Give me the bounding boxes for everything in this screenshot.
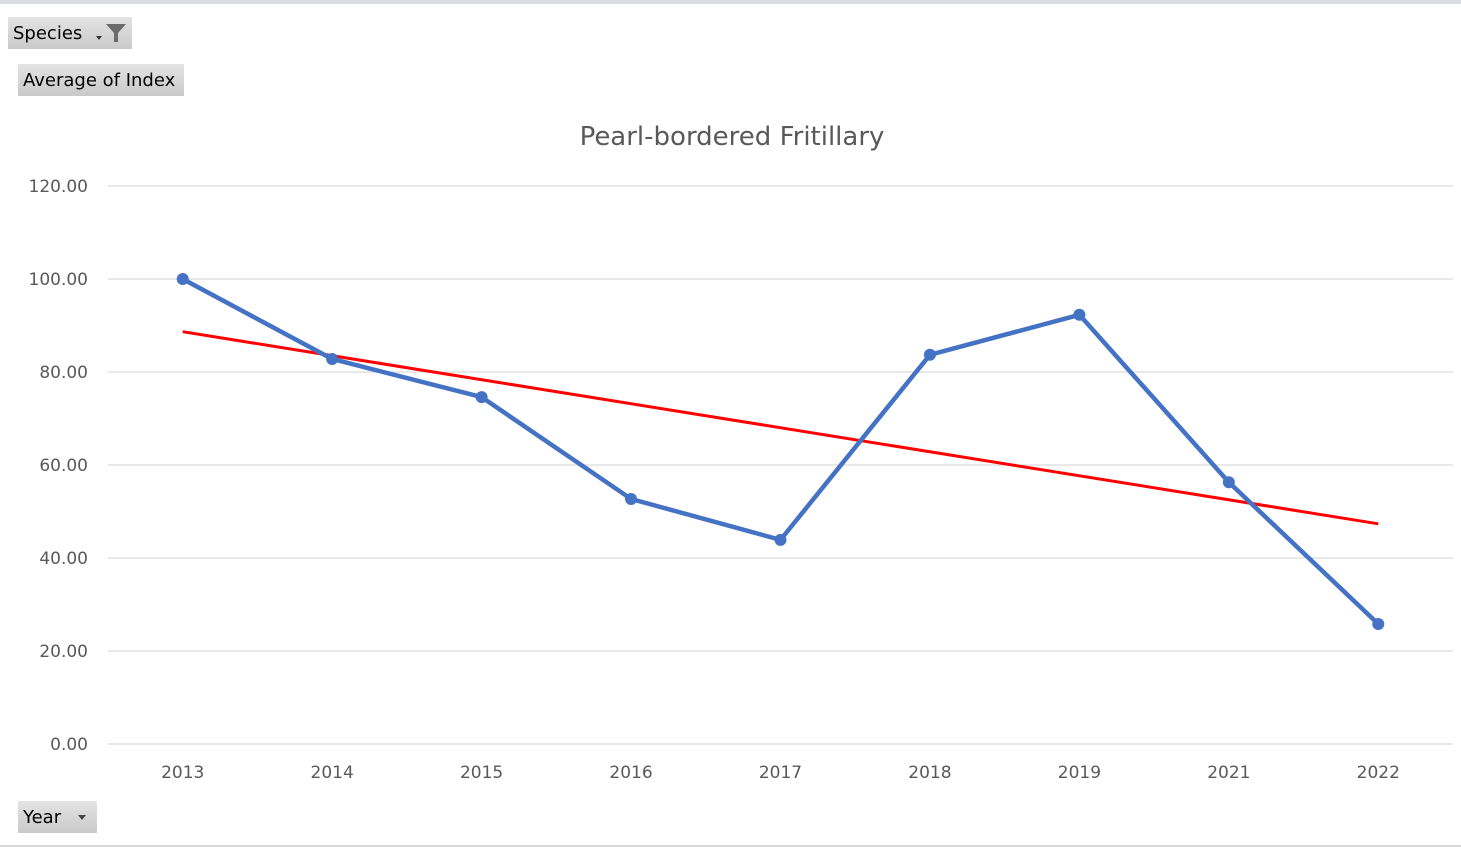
x-tick-label: 2019 [1058, 763, 1101, 783]
x-tick-label: 2013 [161, 763, 204, 783]
data-point [625, 492, 638, 505]
species-filter-button[interactable]: Species [8, 17, 132, 49]
top-border [0, 0, 1461, 4]
x-tick-label: 2014 [311, 763, 354, 783]
data-point [923, 348, 936, 361]
x-tick-label: 2015 [460, 763, 503, 783]
x-tick-label: 2018 [908, 763, 951, 783]
y-tick-label: 120.00 [29, 177, 88, 197]
x-tick-label: 2021 [1207, 763, 1250, 783]
chart-title: Pearl-bordered Fritillary [580, 122, 885, 152]
data-point [176, 273, 189, 285]
average-of-index-field-button[interactable]: Average of Index [18, 64, 184, 96]
x-tick-label: 2016 [609, 763, 652, 783]
year-field-button[interactable]: Year [18, 801, 97, 833]
trendline [182, 330, 1379, 526]
y-tick-label: 60.00 [39, 456, 88, 476]
species-label: Species [13, 22, 83, 44]
year-label: Year [23, 806, 62, 828]
data-point [774, 533, 787, 546]
dropdown-caret-icon [78, 814, 86, 820]
filter-icon [106, 24, 126, 42]
y-tick-label: 0.00 [50, 735, 88, 755]
x-tick-label: 2022 [1357, 763, 1400, 783]
series-line [181, 277, 1380, 626]
x-tick-label: 2017 [759, 763, 802, 783]
dropdown-caret-icon [96, 36, 102, 40]
data-point [475, 391, 488, 404]
data-point [1073, 308, 1086, 321]
data-point [1222, 476, 1235, 489]
data-point [326, 352, 339, 365]
average-label: Average of Index [23, 69, 176, 91]
bottom-border [0, 845, 1461, 847]
y-tick-label: 40.00 [39, 549, 88, 569]
y-tick-label: 80.00 [39, 363, 88, 383]
y-tick-label: 20.00 [39, 642, 88, 662]
data-point [1372, 618, 1385, 631]
y-tick-label: 100.00 [29, 270, 88, 290]
